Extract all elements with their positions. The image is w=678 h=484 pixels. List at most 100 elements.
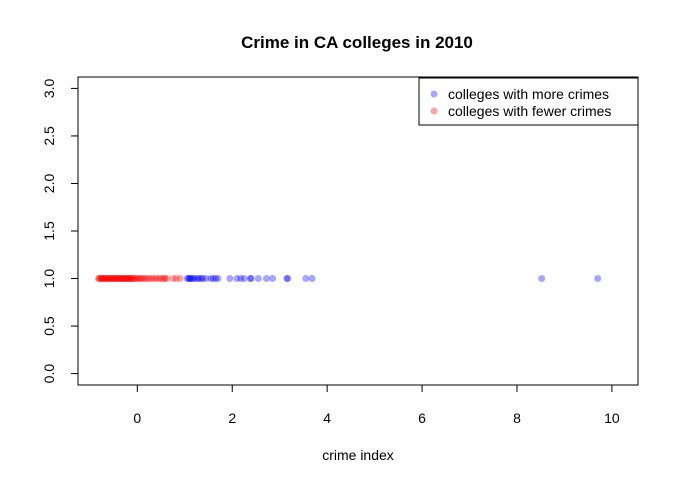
x-tick-label: 8 — [513, 410, 521, 426]
y-tick-label: 3.0 — [41, 78, 57, 98]
point-more-crimes — [195, 275, 203, 283]
y-tick-label: 0.5 — [41, 316, 57, 336]
x-axis: 0 2 4 6 8 10 — [133, 384, 620, 426]
x-tick-label: 2 — [228, 410, 236, 426]
y-tick-label: 1.0 — [41, 269, 57, 289]
point-more-crimes — [246, 275, 254, 283]
x-tick-label: 0 — [133, 410, 141, 426]
point-more-crimes — [186, 275, 194, 283]
point-fewer-crimes — [122, 275, 130, 283]
point-fewer-crimes — [109, 275, 117, 283]
point-fewer-crimes — [141, 275, 149, 283]
point-fewer-crimes — [134, 275, 142, 283]
point-fewer-crimes — [132, 275, 140, 283]
point-fewer-crimes — [126, 275, 134, 283]
point-more-crimes — [538, 275, 546, 283]
chart-title: Crime in CA colleges in 2010 — [241, 33, 473, 52]
point-more-crimes — [226, 275, 234, 283]
point-fewer-crimes — [115, 275, 123, 283]
point-fewer-crimes — [124, 275, 132, 283]
point-fewer-crimes — [123, 275, 131, 283]
point-fewer-crimes — [121, 275, 129, 283]
point-fewer-crimes — [106, 275, 114, 283]
point-fewer-crimes — [94, 275, 102, 283]
point-fewer-crimes — [100, 275, 108, 283]
point-more-crimes — [197, 275, 205, 283]
point-fewer-crimes — [172, 275, 180, 283]
point-fewer-crimes — [163, 275, 171, 283]
point-more-crimes — [189, 275, 197, 283]
point-fewer-crimes — [161, 275, 169, 283]
point-fewer-crimes — [110, 275, 118, 283]
point-fewer-crimes — [104, 275, 112, 283]
point-fewer-crimes — [117, 275, 125, 283]
x-tick-label: 6 — [418, 410, 426, 426]
point-more-crimes — [308, 275, 316, 283]
point-fewer-crimes — [99, 275, 107, 283]
point-fewer-crimes — [97, 275, 105, 283]
y-tick-label: 2.0 — [41, 174, 57, 194]
y-tick-label: 1.5 — [41, 221, 57, 241]
point-more-crimes — [209, 275, 217, 283]
point-fewer-crimes — [116, 275, 124, 283]
point-more-crimes — [194, 275, 202, 283]
point-fewer-crimes — [143, 275, 151, 283]
point-fewer-crimes — [131, 275, 139, 283]
point-fewer-crimes — [102, 275, 110, 283]
point-fewer-crimes — [169, 275, 177, 283]
y-axis: 0.0 0.5 1.0 1.5 2.0 2.5 3.0 — [41, 78, 79, 384]
point-more-crimes — [262, 275, 270, 283]
point-fewer-crimes — [148, 275, 156, 283]
point-fewer-crimes — [128, 275, 136, 283]
point-fewer-crimes — [111, 275, 119, 283]
data-points — [94, 275, 602, 283]
x-tick-label: 10 — [604, 410, 620, 426]
y-tick-label: 0.0 — [41, 364, 57, 384]
point-fewer-crimes — [176, 275, 184, 283]
legend: colleges with more crimes colleges with … — [418, 77, 639, 126]
point-more-crimes — [240, 275, 248, 283]
point-fewer-crimes — [145, 275, 153, 283]
point-more-crimes — [233, 275, 241, 283]
point-fewer-crimes — [137, 275, 145, 283]
point-fewer-crimes — [108, 275, 116, 283]
point-more-crimes — [283, 275, 291, 283]
point-fewer-crimes — [139, 275, 147, 283]
legend-marker-fewer-crimes — [430, 107, 438, 115]
point-fewer-crimes — [155, 275, 163, 283]
point-fewer-crimes — [113, 275, 121, 283]
point-more-crimes — [212, 275, 220, 283]
point-more-crimes — [269, 275, 277, 283]
point-more-crimes — [254, 275, 262, 283]
point-more-crimes — [237, 275, 245, 283]
point-more-crimes — [214, 275, 222, 283]
point-fewer-crimes — [112, 275, 120, 283]
point-fewer-crimes — [119, 275, 127, 283]
point-fewer-crimes — [107, 275, 115, 283]
point-fewer-crimes — [152, 275, 160, 283]
point-more-crimes — [191, 275, 199, 283]
point-more-crimes — [185, 275, 193, 283]
point-more-crimes — [202, 275, 210, 283]
legend-marker-more-crimes — [430, 90, 438, 98]
point-fewer-crimes — [95, 275, 103, 283]
point-more-crimes — [247, 275, 255, 283]
point-more-crimes — [207, 275, 215, 283]
legend-label-more-crimes: colleges with more crimes — [448, 86, 609, 102]
point-more-crimes — [183, 275, 191, 283]
point-fewer-crimes — [114, 275, 122, 283]
point-fewer-crimes — [111, 275, 119, 283]
point-more-crimes — [188, 275, 196, 283]
point-fewer-crimes — [105, 275, 113, 283]
point-fewer-crimes — [159, 275, 167, 283]
x-axis-label: crime index — [322, 447, 394, 463]
point-fewer-crimes — [98, 275, 106, 283]
point-fewer-crimes — [96, 275, 104, 283]
point-fewer-crimes — [103, 275, 111, 283]
y-tick-label: 2.5 — [41, 126, 57, 146]
point-more-crimes — [199, 275, 207, 283]
point-fewer-crimes — [157, 275, 165, 283]
point-more-crimes — [284, 275, 292, 283]
point-fewer-crimes — [150, 275, 158, 283]
